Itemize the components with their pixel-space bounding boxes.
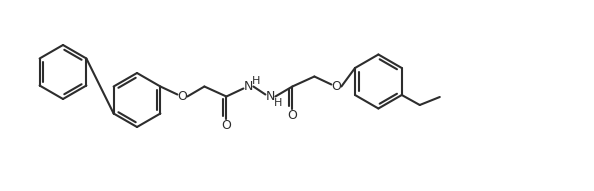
Text: O: O	[331, 80, 342, 93]
Text: H: H	[274, 97, 283, 108]
Text: O: O	[222, 119, 231, 132]
Text: N: N	[244, 80, 253, 93]
Text: N: N	[266, 90, 275, 103]
Text: O: O	[178, 90, 187, 103]
Text: H: H	[252, 75, 261, 86]
Text: O: O	[287, 109, 298, 122]
